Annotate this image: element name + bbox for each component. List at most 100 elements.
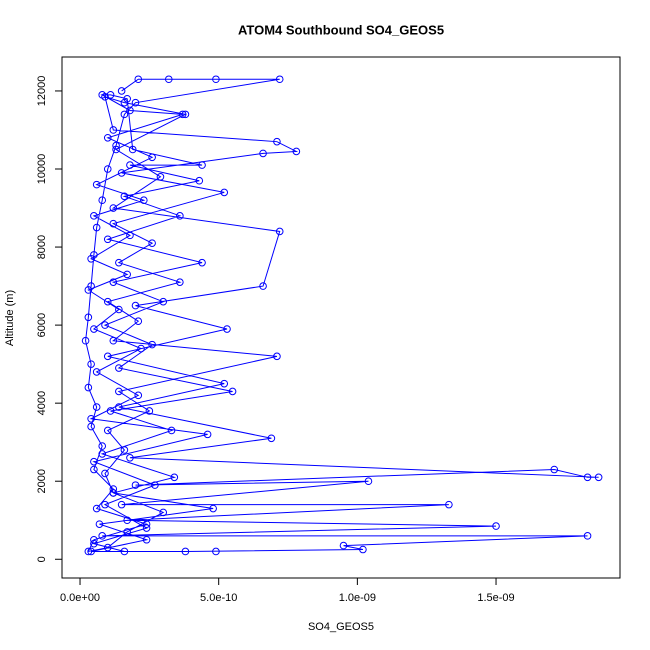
point (126, 231, 134, 240)
point (181, 547, 190, 556)
point (142, 524, 151, 532)
point (90, 457, 98, 466)
y-tick-label: 10000 (36, 154, 48, 185)
point (167, 426, 176, 435)
point (92, 368, 101, 376)
point (126, 106, 134, 115)
point (131, 301, 140, 310)
point (212, 547, 220, 556)
point (164, 75, 173, 84)
point (178, 110, 187, 119)
point (109, 336, 118, 345)
point (101, 500, 109, 509)
point (120, 446, 129, 454)
point (123, 528, 131, 536)
point (273, 137, 281, 146)
point (209, 504, 217, 513)
point (220, 188, 229, 197)
point (103, 426, 112, 435)
point (98, 532, 107, 540)
point (134, 317, 143, 326)
point (212, 75, 220, 84)
point (112, 141, 120, 150)
point (115, 305, 123, 314)
point (109, 126, 118, 134)
point (364, 477, 373, 486)
point (101, 321, 109, 329)
point (84, 547, 93, 556)
point (84, 313, 93, 322)
point (145, 407, 154, 415)
point (142, 520, 151, 528)
point (87, 360, 95, 368)
point (92, 180, 101, 189)
point (98, 196, 107, 205)
point (140, 196, 148, 205)
point (123, 94, 131, 103)
plot-frame (61, 56, 621, 579)
point (98, 442, 107, 450)
point (137, 344, 145, 353)
point (90, 212, 98, 220)
point (109, 278, 118, 286)
point (267, 434, 276, 443)
point (120, 192, 129, 201)
point (109, 489, 118, 497)
point (195, 176, 204, 185)
point (134, 75, 143, 84)
point (90, 535, 98, 544)
point (117, 169, 126, 177)
point (81, 336, 90, 345)
y-tick-label: 4000 (36, 391, 48, 415)
y-tick-label: 6000 (36, 313, 48, 337)
point (273, 352, 281, 361)
point (128, 145, 137, 154)
point (109, 204, 118, 212)
point (142, 535, 151, 544)
point (223, 325, 231, 333)
point (176, 278, 184, 286)
point (90, 465, 98, 474)
point (109, 485, 118, 493)
y-axis-label: Altitude (m) (4, 290, 16, 346)
point (176, 212, 184, 220)
point (101, 469, 109, 478)
point (90, 325, 98, 333)
x-tick-label: 5.0e-10 (200, 592, 237, 604)
point (117, 500, 126, 509)
point (92, 223, 101, 232)
point (84, 383, 93, 392)
point (115, 364, 123, 372)
y-tick-label: 8000 (36, 235, 48, 259)
point (156, 173, 165, 181)
point (103, 165, 112, 173)
point (92, 403, 101, 411)
point (275, 227, 284, 236)
x-tick-label: 1.0e-09 (339, 592, 376, 604)
point (228, 387, 237, 396)
point (115, 387, 123, 396)
point (126, 161, 134, 169)
point (292, 147, 301, 156)
point (112, 145, 120, 154)
y-tick-label: 12000 (36, 76, 48, 107)
point (95, 520, 104, 528)
point (131, 98, 140, 107)
point (115, 403, 123, 411)
point (103, 297, 112, 306)
point (98, 450, 107, 458)
point (550, 465, 559, 474)
x-tick-label: 1.5e-09 (477, 592, 514, 604)
point (492, 522, 500, 530)
point (148, 239, 156, 247)
point (84, 286, 93, 294)
point (103, 543, 112, 552)
point (220, 379, 229, 388)
point (134, 391, 143, 400)
point (103, 133, 112, 142)
series-line (85, 78, 599, 553)
point (103, 235, 112, 244)
point (198, 258, 206, 267)
x-axis-label: SO4_GEOS5 (308, 621, 374, 633)
point (445, 500, 453, 509)
